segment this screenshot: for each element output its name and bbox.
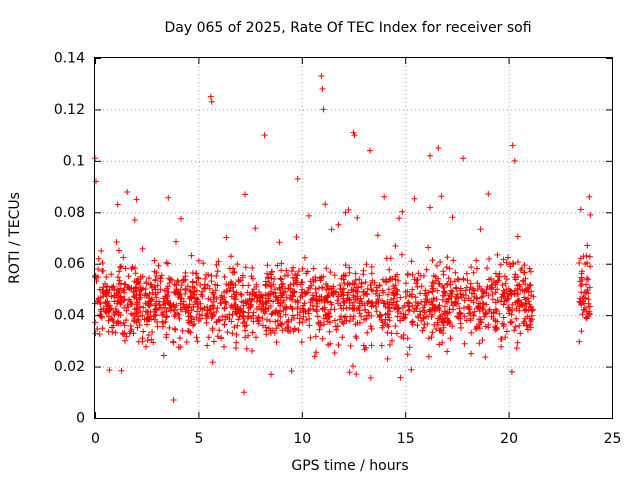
y-tick-label: 0.06 bbox=[54, 256, 85, 272]
y-tick-label: 0.12 bbox=[54, 102, 85, 118]
x-tick-label: 15 bbox=[397, 431, 415, 447]
x-tick-label: 25 bbox=[604, 431, 622, 447]
chart-title: Day 065 of 2025, Rate Of TEC Index for r… bbox=[164, 20, 531, 36]
x-tick-label: 10 bbox=[293, 431, 311, 447]
y-axis-label: ROTI / TECUs bbox=[7, 192, 23, 284]
y-tick-label: 0 bbox=[76, 411, 85, 427]
scatter-marks bbox=[92, 73, 594, 403]
x-tick-label: 20 bbox=[500, 431, 518, 447]
y-tick-label: 0.1 bbox=[63, 153, 85, 169]
y-tick-label: 0.08 bbox=[54, 205, 85, 221]
grid bbox=[95, 58, 612, 418]
y-tick-label: 0.04 bbox=[54, 308, 85, 324]
x-tick-label: 5 bbox=[194, 431, 203, 447]
x-axis-label: GPS time / hours bbox=[291, 458, 408, 474]
axis-ticks: 0 0.02 0.04 0.06 0.08 0.1 0.12 0.14 0 5 10 15 20 25 bbox=[54, 51, 622, 448]
x-tick-label: 0 bbox=[91, 431, 100, 447]
y-tick-label: 0.14 bbox=[54, 51, 85, 67]
plot-frame bbox=[94, 57, 613, 419]
data-points bbox=[92, 73, 594, 403]
y-tick-label: 0.02 bbox=[54, 359, 85, 375]
